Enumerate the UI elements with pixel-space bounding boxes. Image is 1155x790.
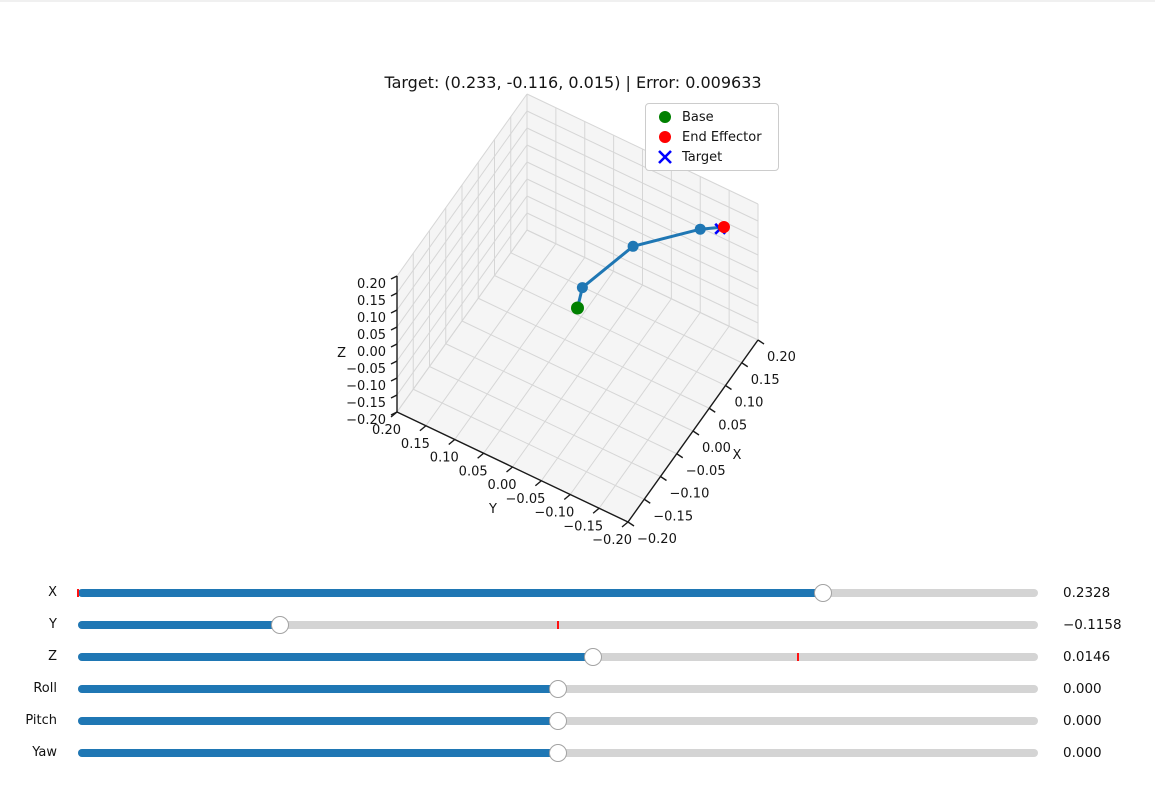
slider-fill — [78, 749, 558, 757]
slider-value-yaw: 0.000 — [1063, 745, 1102, 761]
slider-handle-pitch[interactable] — [549, 712, 567, 730]
svg-text:0.10: 0.10 — [430, 451, 459, 466]
svg-text:−0.15: −0.15 — [346, 396, 386, 411]
slider-label-yaw: Yaw — [32, 745, 57, 760]
slider-label-z: Z — [48, 649, 57, 664]
svg-text:−0.05: −0.05 — [686, 464, 726, 479]
svg-text:0.20: 0.20 — [357, 277, 386, 292]
slider-row-roll: Roll 0.000 — [0, 680, 1155, 698]
slider-row-yaw: Yaw 0.000 — [0, 744, 1155, 762]
svg-text:0.15: 0.15 — [751, 373, 780, 388]
svg-text:0.15: 0.15 — [357, 294, 386, 309]
svg-text:Z: Z — [337, 346, 346, 361]
svg-text:−0.10: −0.10 — [670, 487, 710, 502]
slider-init-tick — [557, 621, 559, 629]
svg-text:−0.10: −0.10 — [346, 379, 386, 394]
legend-label: End Effector — [682, 129, 762, 145]
svg-text:0.10: 0.10 — [357, 311, 386, 326]
svg-text:0.00: 0.00 — [357, 345, 386, 360]
legend-entry-base: Base — [646, 107, 778, 127]
slider-row-x: X 0.2328 — [0, 584, 1155, 602]
plot-title: Target: (0.233, -0.116, 0.015) | Error: … — [384, 73, 762, 92]
slider-handle-z[interactable] — [583, 648, 602, 666]
svg-text:0.05: 0.05 — [357, 328, 386, 343]
slider-value-z: 0.0146 — [1063, 649, 1111, 665]
slider-value-pitch: 0.000 — [1063, 713, 1102, 729]
svg-text:0.10: 0.10 — [735, 396, 764, 411]
svg-text:0.00: 0.00 — [702, 441, 731, 456]
slider-label-y: Y — [49, 617, 57, 632]
svg-text:X: X — [733, 448, 742, 463]
legend-label: Base — [682, 109, 714, 125]
slider-track-roll[interactable] — [78, 680, 1038, 698]
slider-row-pitch: Pitch 0.000 — [0, 712, 1155, 730]
legend-entry-target: Target — [646, 147, 778, 167]
svg-text:Y: Y — [488, 502, 497, 517]
svg-text:0.20: 0.20 — [372, 423, 401, 438]
svg-text:−0.20: −0.20 — [637, 532, 677, 547]
legend-entry-end-effector: End Effector — [646, 127, 778, 147]
window-top-edge — [0, 0, 1155, 2]
slider-label-roll: Roll — [33, 681, 57, 696]
slider-fill — [78, 685, 558, 693]
slider-row-z: Z 0.0146 — [0, 648, 1155, 666]
slider-label-x: X — [48, 585, 57, 600]
plot-3d-axes[interactable]: 0.200.200.200.150.150.150.100.100.100.05… — [0, 0, 1155, 570]
slider-fill — [78, 653, 593, 661]
slider-value-roll: 0.000 — [1063, 681, 1102, 697]
slider-row-y: Y −0.1158 — [0, 616, 1155, 634]
slider-handle-y[interactable] — [270, 616, 289, 634]
slider-fill — [78, 717, 558, 725]
slider-init-tick — [797, 653, 799, 661]
slider-label-pitch: Pitch — [25, 713, 57, 728]
slider-track-x[interactable] — [77, 584, 1038, 602]
slider-init-tick — [77, 589, 79, 597]
slider-handle-yaw[interactable] — [549, 744, 567, 762]
target-marker-icon — [653, 149, 677, 165]
slider-track-z[interactable] — [78, 648, 1038, 666]
slider-track-pitch[interactable] — [78, 712, 1038, 730]
slider-handle-x[interactable] — [813, 584, 832, 602]
slider-fill — [78, 621, 280, 629]
slider-track-yaw[interactable] — [78, 744, 1038, 762]
svg-text:−0.05: −0.05 — [506, 492, 546, 507]
svg-text:−0.20: −0.20 — [592, 533, 632, 548]
base-marker-icon — [653, 109, 677, 125]
end-effector-marker-icon — [653, 129, 677, 145]
svg-text:−0.10: −0.10 — [534, 506, 574, 521]
slider-track-y[interactable] — [78, 616, 1038, 634]
svg-text:−0.15: −0.15 — [653, 509, 693, 524]
slider-handle-roll[interactable] — [549, 680, 567, 698]
svg-text:0.05: 0.05 — [718, 418, 747, 433]
legend-label: Target — [682, 149, 723, 165]
slider-value-y: −0.1158 — [1063, 617, 1122, 633]
svg-text:0.00: 0.00 — [488, 478, 517, 493]
legend: Base End Effector Target — [645, 103, 779, 171]
slider-fill — [78, 589, 823, 597]
svg-text:0.05: 0.05 — [459, 464, 488, 479]
svg-text:0.20: 0.20 — [767, 350, 796, 365]
svg-text:−0.20: −0.20 — [346, 413, 386, 428]
svg-text:0.15: 0.15 — [401, 437, 430, 452]
slider-value-x: 0.2328 — [1063, 585, 1111, 601]
svg-text:−0.15: −0.15 — [563, 519, 603, 534]
svg-text:−0.05: −0.05 — [346, 362, 386, 377]
